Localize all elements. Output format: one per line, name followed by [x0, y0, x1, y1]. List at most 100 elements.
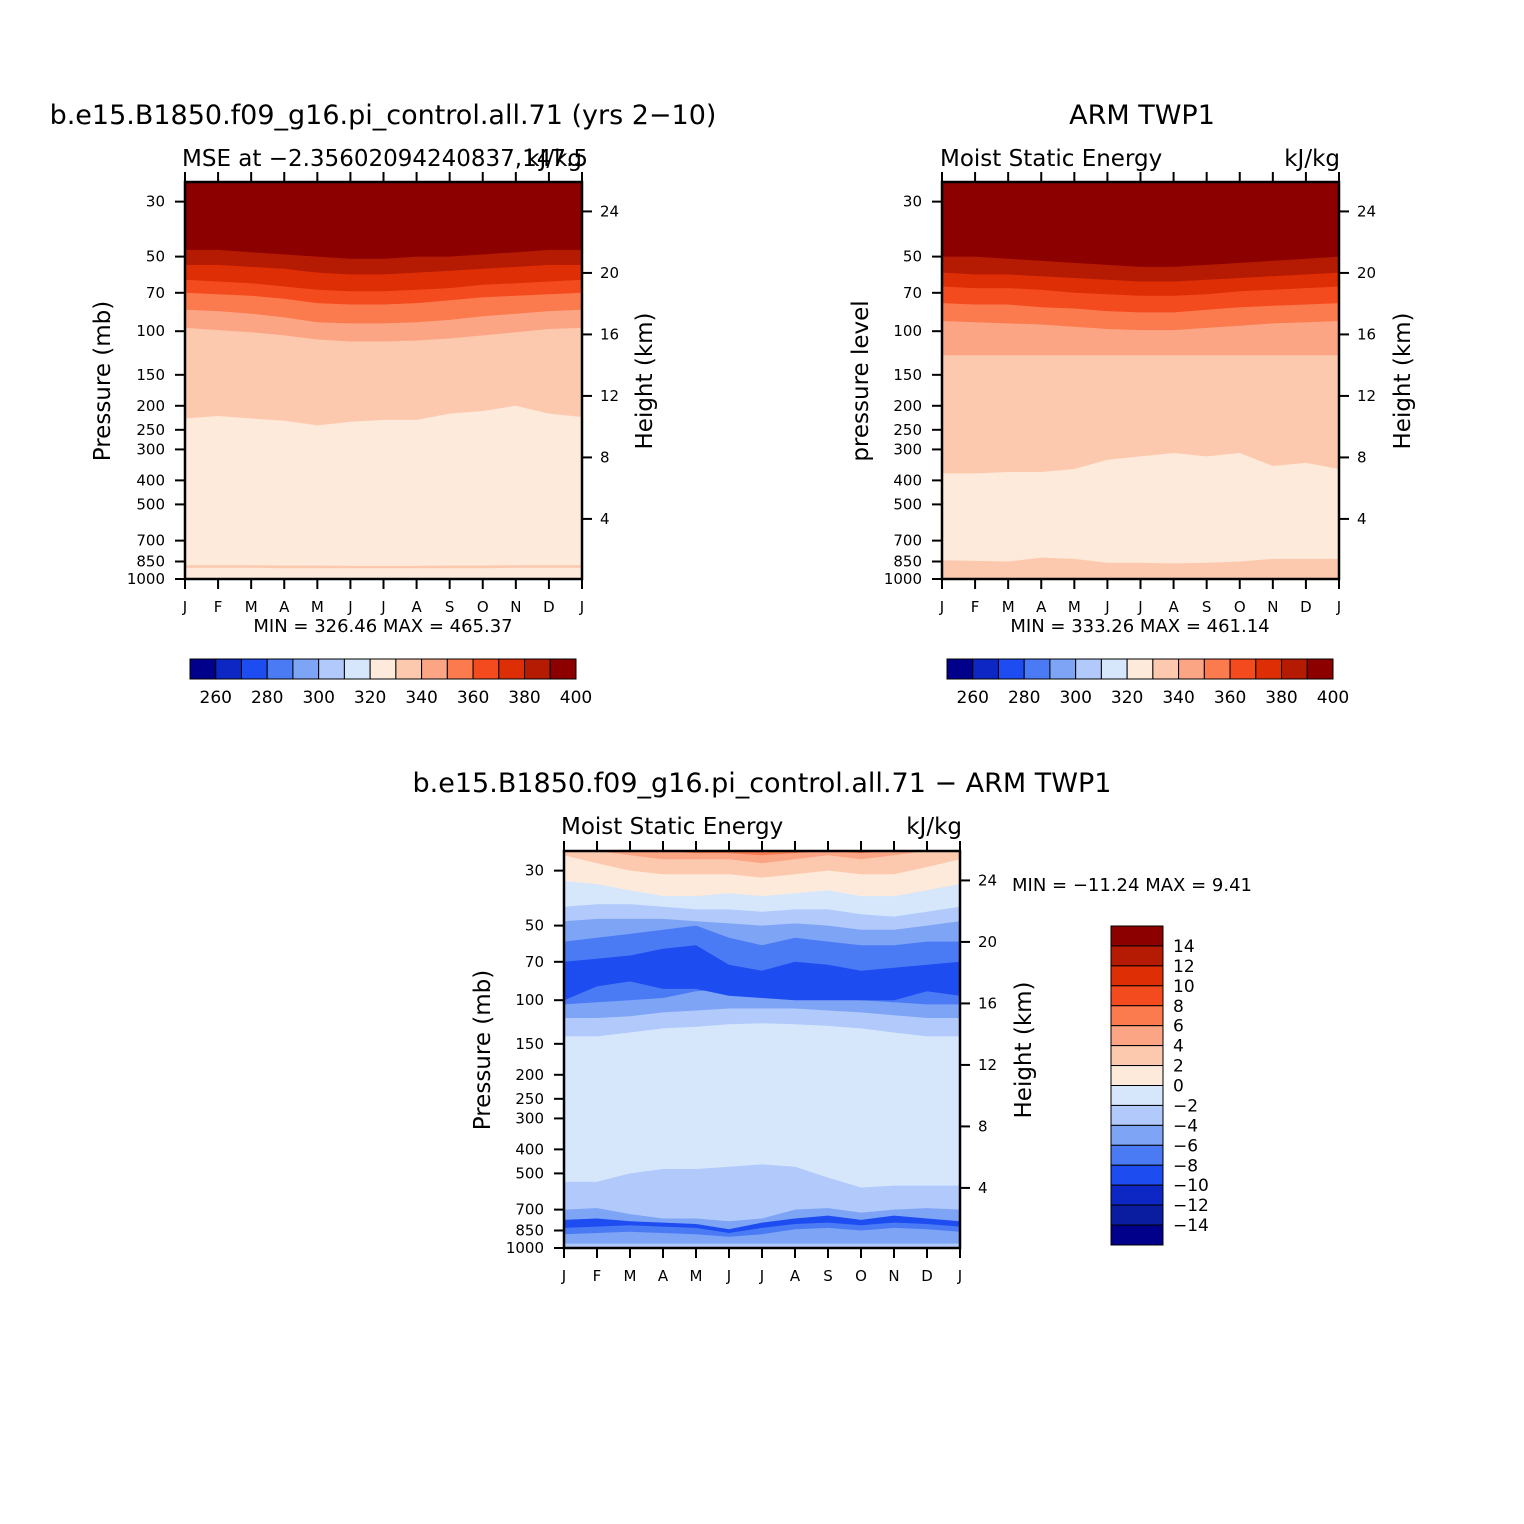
x-tick-label: O — [1234, 598, 1246, 616]
colorbar-label: 280 — [251, 688, 283, 708]
colorbar-swatch — [446, 658, 474, 680]
panel-title: b.e15.B1850.f09_g16.pi_control.all.71 − … — [413, 768, 1112, 799]
y-tick-label: 250 — [893, 421, 922, 439]
colorbar-label: 280 — [1008, 688, 1040, 708]
colorbar-swatch — [1110, 985, 1164, 1007]
colorbar-swatch — [292, 658, 320, 680]
colorbar-label: 12 — [1173, 957, 1195, 977]
max-value: 461.14 — [1207, 616, 1270, 637]
min-value: 333.26 — [1071, 616, 1134, 637]
y-tick-label: 300 — [893, 440, 922, 458]
y-tick-label: 850 — [515, 1222, 544, 1240]
y-tick-label: 300 — [136, 440, 165, 458]
x-tick-label: A — [411, 598, 422, 616]
colorbar-label: −12 — [1173, 1196, 1209, 1216]
x-tick-label: J — [1336, 598, 1341, 616]
x-tick-label: A — [279, 598, 290, 616]
x-tick-label: N — [510, 598, 521, 616]
y-tick-label: 50 — [146, 248, 165, 266]
y-right-tick-label: 16 — [978, 994, 997, 1012]
x-tick-label: J — [347, 598, 352, 616]
y-tick-label: 100 — [136, 322, 165, 340]
colorbar-swatch — [1110, 925, 1164, 947]
y-tick-label: 50 — [525, 917, 544, 935]
colorbar-swatch — [1110, 1065, 1164, 1086]
colorbar-swatch — [266, 658, 294, 680]
y-right-tick-label: 16 — [1357, 325, 1376, 343]
x-tick-label: J — [182, 598, 187, 616]
panel-obs: ARM TWP1 Moist Static Energy kJ/kg press… — [848, 100, 1416, 708]
colorbar-label: 14 — [1173, 937, 1195, 957]
colorbar-label: 300 — [302, 688, 334, 708]
x-tick-label: N — [1267, 598, 1278, 616]
y-right-tick-label: 4 — [600, 510, 610, 528]
colorbar-swatch — [1110, 1164, 1164, 1186]
colorbar-swatch — [215, 658, 242, 680]
y-tick-label: 700 — [515, 1201, 544, 1219]
min-label: MIN = — [1010, 616, 1065, 637]
y-right-tick-label: 4 — [978, 1179, 988, 1197]
colorbar-label: −2 — [1173, 1096, 1198, 1116]
colorbar-label: 260 — [957, 688, 989, 708]
min-value: 326.46 — [314, 616, 377, 637]
colorbar-swatch — [1110, 945, 1164, 967]
colorbar-swatch — [240, 658, 268, 680]
panel-subtitle-right: kJ/kg — [906, 814, 962, 840]
colorbar-swatch — [1110, 1124, 1164, 1146]
colorbar-label: 320 — [1111, 688, 1143, 708]
y-tick-label: 300 — [515, 1109, 544, 1127]
y-tick-label: 30 — [525, 862, 544, 880]
colorbar-swatch — [549, 658, 577, 680]
colorbar-swatch — [1203, 658, 1231, 680]
y-right-tick-label: 12 — [978, 1056, 997, 1074]
colorbar-label: 400 — [1317, 688, 1349, 708]
x-tick-label: J — [957, 1267, 962, 1285]
colorbar-swatch — [1110, 965, 1164, 987]
colorbar-swatch — [1126, 658, 1154, 680]
y-tick-label: 400 — [515, 1140, 544, 1158]
contour-band — [942, 182, 1339, 267]
y-tick-label: 400 — [136, 471, 165, 489]
y-tick-label: 70 — [903, 284, 922, 302]
y-tick-label: 700 — [893, 532, 922, 550]
y-right-tick-label: 20 — [600, 264, 619, 282]
y-axis-label-right: Height (km) — [632, 312, 658, 449]
y-tick-label: 150 — [136, 366, 165, 384]
y-tick-label: 500 — [515, 1164, 544, 1182]
colorbar-label: −14 — [1173, 1216, 1209, 1236]
colorbar-swatch — [524, 658, 551, 680]
colorbar-label: 10 — [1173, 977, 1195, 997]
min-max-stats: MIN = 326.46 MAX = 465.37 — [253, 616, 512, 637]
colorbar-label: 4 — [1173, 1037, 1184, 1057]
x-tick-label: M — [245, 598, 258, 616]
colorbar-swatch — [189, 658, 217, 680]
colorbar-label: 380 — [508, 688, 540, 708]
x-tick-label: N — [888, 1267, 899, 1285]
max-label: MAX = — [1145, 875, 1206, 896]
colorbar-label: 340 — [405, 688, 437, 708]
y-right-tick-label: 4 — [1357, 510, 1367, 528]
x-tick-label: J — [1104, 598, 1109, 616]
y-tick-label: 50 — [903, 248, 922, 266]
y-tick-label: 70 — [146, 284, 165, 302]
colorbar-label: 360 — [1214, 688, 1246, 708]
colorbar-label: 260 — [200, 688, 232, 708]
y-axis-label: Pressure (mb) — [470, 970, 496, 1130]
x-tick-label: J — [380, 598, 385, 616]
colorbar-label: 360 — [457, 688, 489, 708]
min-max-stats: MIN = −11.24 MAX = 9.41 — [1012, 875, 1252, 896]
max-label: MAX = — [1140, 616, 1201, 637]
y-tick-label: 200 — [136, 397, 165, 415]
y-right-tick-label: 8 — [1357, 448, 1367, 466]
colorbar-swatch — [1100, 658, 1128, 680]
x-tick-label: A — [658, 1267, 669, 1285]
colorbar-swatch — [1110, 1085, 1164, 1106]
y-tick-label: 1000 — [127, 570, 165, 588]
y-right-tick-label: 8 — [978, 1117, 988, 1135]
colorbar-swatch — [1049, 658, 1077, 680]
y-tick-label: 850 — [136, 553, 165, 571]
colorbar-label: 380 — [1265, 688, 1297, 708]
